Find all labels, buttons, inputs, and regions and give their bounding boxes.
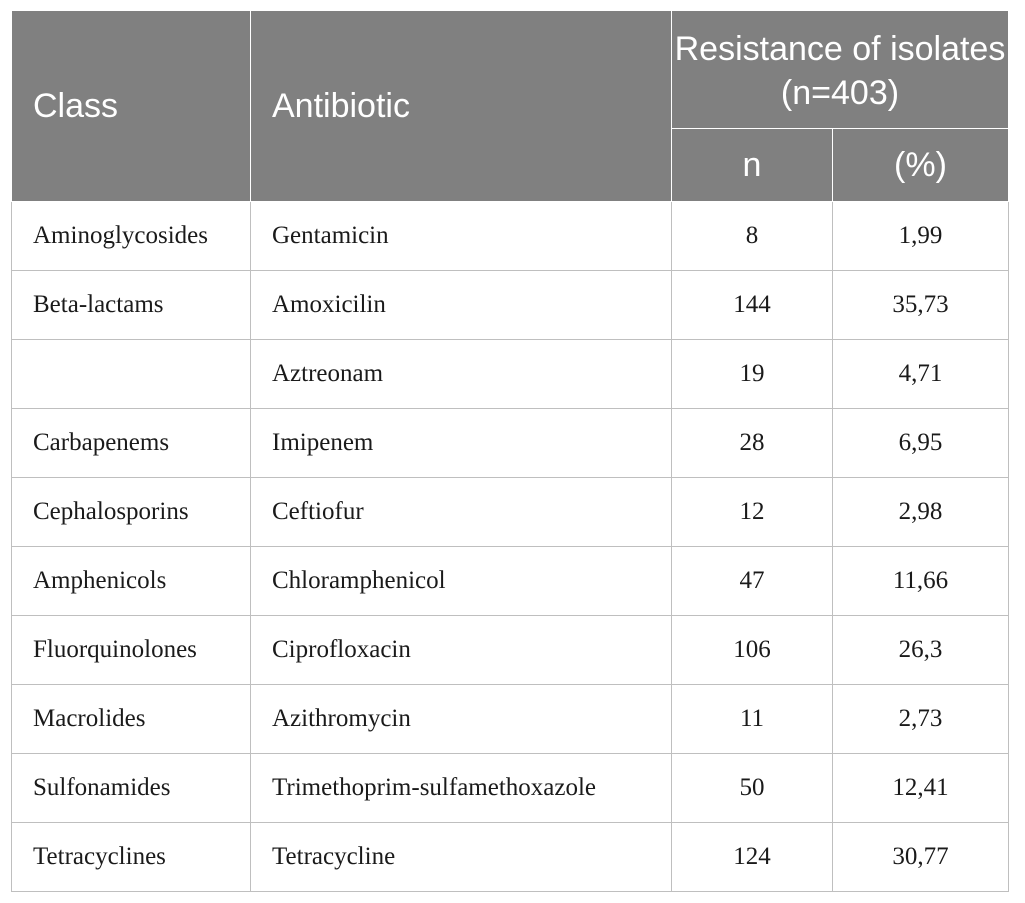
cell-n: 106 bbox=[671, 615, 833, 685]
table-body: Aminoglycosides Gentamicin 8 1,99 Beta-l… bbox=[11, 201, 1009, 892]
cell-antibiotic: Amoxicilin bbox=[250, 270, 672, 340]
table-row: Cephalosporins Ceftiofur 12 2,98 bbox=[11, 477, 1009, 547]
header-antibiotic: Antibiotic bbox=[250, 10, 672, 202]
cell-antibiotic: Imipenem bbox=[250, 408, 672, 478]
cell-class: Cephalosporins bbox=[11, 477, 251, 547]
header-row: Class Antibiotic Resistance of isolates … bbox=[11, 10, 1009, 202]
table-header: Class Antibiotic Resistance of isolates … bbox=[11, 10, 1009, 202]
cell-n: 50 bbox=[671, 753, 833, 823]
header-percent: (%) bbox=[832, 128, 1009, 202]
table-row: Amphenicols Chloramphenicol 47 11,66 bbox=[11, 546, 1009, 616]
cell-class: Tetracyclines bbox=[11, 822, 251, 892]
cell-antibiotic: Ceftiofur bbox=[250, 477, 672, 547]
cell-antibiotic: Azithromycin bbox=[250, 684, 672, 754]
cell-class: Amphenicols bbox=[11, 546, 251, 616]
table-row: Fluorquinolones Ciprofloxacin 106 26,3 bbox=[11, 615, 1009, 685]
cell-n: 144 bbox=[671, 270, 833, 340]
cell-antibiotic: Aztreonam bbox=[250, 339, 672, 409]
cell-class: Beta-lactams bbox=[11, 270, 251, 340]
cell-percent: 2,73 bbox=[832, 684, 1009, 754]
cell-percent: 35,73 bbox=[832, 270, 1009, 340]
table-row: Aztreonam 19 4,71 bbox=[11, 339, 1009, 409]
cell-n: 8 bbox=[671, 201, 833, 271]
cell-class: Aminoglycosides bbox=[11, 201, 251, 271]
cell-n: 124 bbox=[671, 822, 833, 892]
cell-percent: 1,99 bbox=[832, 201, 1009, 271]
cell-percent: 4,71 bbox=[832, 339, 1009, 409]
cell-antibiotic: Chloramphenicol bbox=[250, 546, 672, 616]
cell-percent: 12,41 bbox=[832, 753, 1009, 823]
table-row: Aminoglycosides Gentamicin 8 1,99 bbox=[11, 201, 1009, 271]
table-row: Sulfonamides Trimethoprim-sulfamethoxazo… bbox=[11, 753, 1009, 823]
cell-class: Macrolides bbox=[11, 684, 251, 754]
header-n: n bbox=[671, 128, 833, 202]
cell-n: 19 bbox=[671, 339, 833, 409]
cell-percent: 11,66 bbox=[832, 546, 1009, 616]
cell-class: Fluorquinolones bbox=[11, 615, 251, 685]
header-class: Class bbox=[11, 10, 251, 202]
cell-n: 11 bbox=[671, 684, 833, 754]
resistance-table: Class Antibiotic Resistance of isolates … bbox=[11, 10, 1009, 892]
cell-antibiotic: Gentamicin bbox=[250, 201, 672, 271]
cell-class: Sulfonamides bbox=[11, 753, 251, 823]
table-row: Macrolides Azithromycin 11 2,73 bbox=[11, 684, 1009, 754]
table-row: Tetracyclines Tetracycline 124 30,77 bbox=[11, 822, 1009, 892]
table-row: Beta-lactams Amoxicilin 144 35,73 bbox=[11, 270, 1009, 340]
table-row: Carbapenems Imipenem 28 6,95 bbox=[11, 408, 1009, 478]
cell-n: 28 bbox=[671, 408, 833, 478]
cell-antibiotic: Ciprofloxacin bbox=[250, 615, 672, 685]
cell-percent: 6,95 bbox=[832, 408, 1009, 478]
cell-class bbox=[11, 339, 251, 409]
cell-n: 47 bbox=[671, 546, 833, 616]
cell-class: Carbapenems bbox=[11, 408, 251, 478]
cell-percent: 26,3 bbox=[832, 615, 1009, 685]
cell-n: 12 bbox=[671, 477, 833, 547]
cell-percent: 2,98 bbox=[832, 477, 1009, 547]
cell-percent: 30,77 bbox=[832, 822, 1009, 892]
cell-antibiotic: Trimethoprim-sulfamethoxazole bbox=[250, 753, 672, 823]
cell-antibiotic: Tetracycline bbox=[250, 822, 672, 892]
header-resistance-group: Resistance of isolates (n=403) bbox=[671, 10, 1009, 129]
header-subrow: n (%) bbox=[12, 128, 1009, 202]
